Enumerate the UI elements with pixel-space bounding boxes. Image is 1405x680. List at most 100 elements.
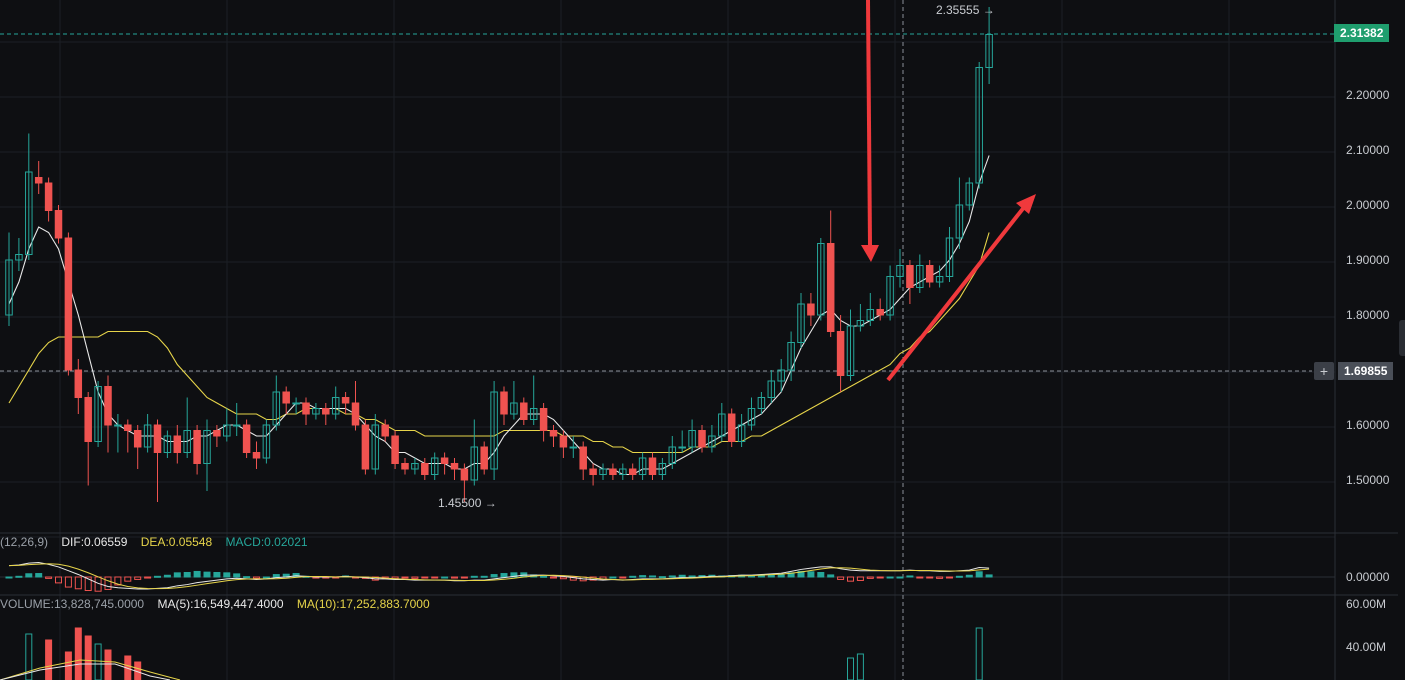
candle-body [757,397,766,409]
macd-histogram-bar [193,570,201,578]
macd-histogram-bar [886,576,894,579]
macd-histogram-bar [856,576,864,581]
candle-body [985,34,993,68]
macd-histogram-bar [619,576,627,579]
macd-histogram-bar [757,575,765,578]
macd-histogram-bar [678,574,686,578]
macd-histogram-bar [421,576,429,579]
candle-body [688,430,696,448]
macd-histogram-bar [154,575,161,578]
macd-histogram-bar [55,576,62,584]
candle-body [876,309,884,316]
candle-body [955,204,964,239]
candle-body [450,463,459,470]
macd-histogram-bar [896,576,904,579]
candle-body [153,424,162,453]
candle-body [658,463,667,475]
candle-body [44,182,53,211]
macd-histogram-bar [837,576,845,580]
candle-body [619,468,627,475]
candle-body [133,430,142,448]
macd-histogram-bar [223,572,231,578]
candle-body [440,457,449,464]
price-tick-label: 1.60000 [1346,418,1390,432]
volume-ma5: MA(5):16,549,447.4000 [157,597,284,611]
macd-histogram-bar [975,571,983,578]
candle-body [698,430,706,448]
macd-histogram-bar [262,576,270,579]
macd-params: (12,26,9) [0,535,49,549]
candle-body [826,243,835,332]
macd-legend: (12,26,9) DIF:0.06559 DEA:0.05548 MACD:0… [0,535,318,551]
candle-body [836,331,845,376]
volume-bar [104,649,112,680]
candle-body [5,259,13,316]
candle-body [787,342,795,371]
crosshair-price-tag: 1.69855 [1338,362,1394,380]
high-price-marker: 2.35555 → [936,3,995,17]
macd-histogram-bar [15,575,23,578]
macd-histogram-bar [272,574,280,578]
candle-body [292,402,300,405]
macd-histogram-bar [74,576,82,590]
macd-histogram-bar [926,576,934,579]
candle-body [935,276,944,283]
candle-body [678,446,686,449]
price-tick-label: 1.80000 [1346,308,1390,322]
candle-body [846,325,855,376]
candle-body [856,320,865,327]
volume-bar [45,639,53,680]
candle-body [114,424,122,427]
macd-histogram-bar [767,574,775,578]
candle-body [242,424,251,453]
candle-body [886,276,894,316]
macd-histogram-bar [163,574,171,578]
candle-body [430,457,439,475]
macd-histogram-bar [649,575,656,578]
macd-histogram-bar [936,576,944,579]
candle-body [282,391,290,404]
volume-value: VOLUME:13,828,745.0000 [0,597,145,611]
candle-body [143,424,152,448]
volume-axis-label: 60.00M [1346,597,1386,611]
candle-body [777,369,785,382]
candle-body [916,265,924,288]
candle-body [173,435,182,453]
candle-body [94,386,102,442]
candle-body [648,457,657,475]
candle-body [361,424,370,470]
macd-histogram-bar [906,575,914,578]
macd-histogram-bar [213,571,221,578]
macd-dif: DIF:0.06559 [61,535,128,549]
candle-body [331,397,340,415]
candle-body [312,408,320,415]
macd-histogram-bar [510,572,518,578]
volume-legend: VOLUME:13,828,745.0000 MA(5):16,549,447.… [0,597,440,613]
macd-histogram-bar [629,575,637,578]
macd-histogram-bar [173,572,181,578]
candle-body [232,424,241,427]
panel-expand-handle[interactable] [1399,320,1405,356]
candle-body [906,265,914,288]
macd-histogram-bar [203,571,211,578]
candle-body [628,468,637,475]
macd-histogram-bar [490,574,498,578]
volume-bar [94,643,102,680]
candle-body [262,424,271,459]
crosshair-add-icon[interactable]: + [1314,362,1334,380]
candle-body [163,435,172,453]
candle-body [975,67,983,184]
annotation-arrow-up [886,204,1027,382]
candle-body [381,424,389,437]
candle-body [945,237,954,277]
macd-histogram-bar [460,576,468,579]
candle-body [193,430,201,464]
candle-body [252,452,261,459]
candle-body [737,424,746,442]
macd-histogram-bar [916,576,924,579]
candle-body [797,303,805,343]
candle-body [302,402,310,415]
candle-body [25,171,33,255]
macd-histogram-bar [876,576,884,579]
